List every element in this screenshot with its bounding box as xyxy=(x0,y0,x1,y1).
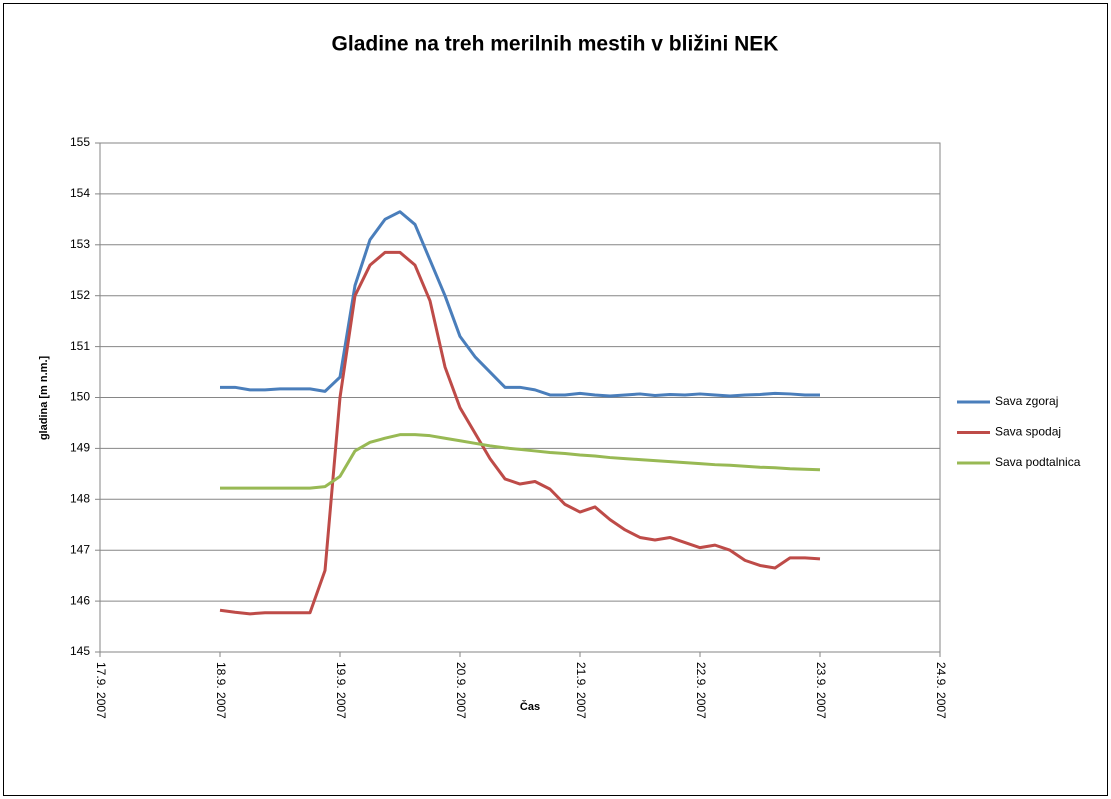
plot-area xyxy=(99,142,941,653)
y-tick-label: 154 xyxy=(70,186,90,200)
y-axis-title: gladina [m n.m.] xyxy=(38,355,50,440)
y-tick-label: 147 xyxy=(70,542,90,556)
y-tick-label: 148 xyxy=(70,491,90,505)
y-tick-label: 145 xyxy=(70,644,90,658)
y-tick-label: 151 xyxy=(70,339,90,353)
x-tick-label: 24.9. 2007 xyxy=(934,662,948,719)
line-series xyxy=(220,433,821,490)
chart-title: Gladine na treh merilnih mestih v bližin… xyxy=(332,33,779,56)
legend-label: Sava zgoraj xyxy=(995,394,1058,408)
y-tick-label: 150 xyxy=(70,390,90,404)
x-tick-label: 22.9. 2007 xyxy=(694,662,708,719)
x-tick-label: 19.9. 2007 xyxy=(334,662,348,719)
legend-label: Sava podtalnica xyxy=(995,455,1081,469)
x-axis-title: Čas xyxy=(520,700,540,713)
line-series xyxy=(219,250,821,616)
line-series xyxy=(220,210,820,398)
y-tick-label: 149 xyxy=(70,441,90,455)
y-tick-label: 146 xyxy=(70,593,90,607)
y-tick-label: 152 xyxy=(70,288,90,302)
legend-label: Sava spodaj xyxy=(995,425,1061,439)
chart-frame xyxy=(3,3,1108,796)
y-tick-label: 153 xyxy=(70,237,90,251)
x-tick-label: 23.9. 2007 xyxy=(814,662,828,719)
x-tick-label: 21.9. 2007 xyxy=(574,662,588,719)
x-tick-label: 18.9. 2007 xyxy=(214,662,228,719)
y-tick-label: 155 xyxy=(70,135,90,149)
x-tick-label: 17.9. 2007 xyxy=(94,662,108,719)
x-tick-label: 20.9. 2007 xyxy=(454,662,468,719)
